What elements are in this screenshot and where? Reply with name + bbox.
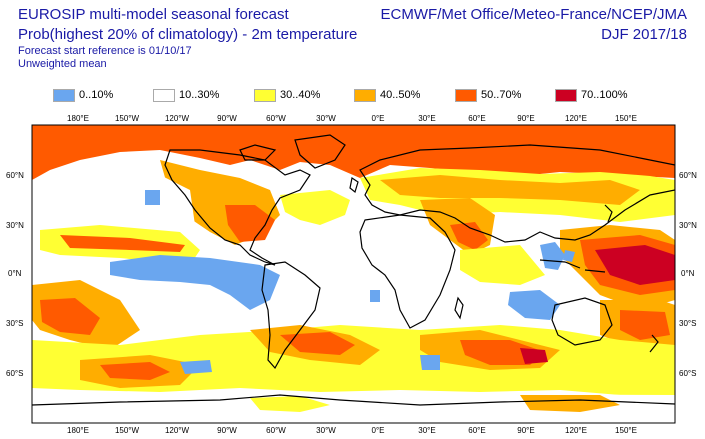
coastlines <box>32 134 675 406</box>
lat-label: 60°S <box>6 369 23 378</box>
lat-label: 0°N <box>681 269 695 278</box>
legend-label: 30..40% <box>280 89 321 101</box>
lon-label: 30°W <box>316 114 336 123</box>
lat-labels-right: 60°N 30°N 0°N 30°S 60°S <box>679 171 697 378</box>
lat-label: 0°N <box>8 269 22 278</box>
lat-label: 60°S <box>679 369 696 378</box>
legend-swatch <box>455 89 477 102</box>
map-title: EUROSIP multi-model seasonal forecast <box>18 6 289 23</box>
lon-label: 60°E <box>468 426 485 435</box>
map-subtitle: Prob(highest 20% of climatology) - 2m te… <box>18 26 358 43</box>
lon-label: 90°W <box>217 426 237 435</box>
lat-label: 60°N <box>6 171 24 180</box>
legend-swatch <box>354 89 376 102</box>
lon-label: 150°E <box>615 426 637 435</box>
lon-labels-bottom: 180°E 150°W 120°W 90°W 60°W 30°W 0°E 30°… <box>67 426 637 435</box>
lat-label: 30°S <box>679 319 696 328</box>
weighting-note: Unweighted mean <box>18 58 107 70</box>
lon-labels-top: 180°E 150°W 120°W 90°W 60°W 30°W 0°E 30°… <box>67 114 637 123</box>
lat-label: 30°S <box>6 319 23 328</box>
lon-label: 150°E <box>615 114 637 123</box>
legend-label: 40..50% <box>380 89 421 101</box>
map-frame <box>31 124 676 424</box>
lon-label: 30°W <box>316 426 336 435</box>
probability-field <box>32 125 675 423</box>
lon-label: 180°E <box>67 426 89 435</box>
lon-label: 180°E <box>67 114 89 123</box>
lon-label: 120°E <box>565 114 587 123</box>
lat-labels-left: 60°N 30°N 0°N 30°S 60°S <box>6 171 24 378</box>
lon-label: 90°E <box>517 114 534 123</box>
lat-label: 30°N <box>6 221 24 230</box>
lat-label: 30°N <box>679 221 697 230</box>
lon-label: 0°E <box>372 114 385 123</box>
forecast-reference: Forecast start reference is 01/10/17 <box>18 45 192 57</box>
legend-label: 0..10% <box>79 89 114 101</box>
season-label: DJF 2017/18 <box>601 26 687 43</box>
lon-label: 30°E <box>418 114 435 123</box>
legend-label: 70..100% <box>581 89 628 101</box>
legend-swatch <box>254 89 276 102</box>
lon-label: 120°W <box>165 426 190 435</box>
legend: 0..10% 10..30% 30..40% 40..50% 50..70% 7… <box>0 89 705 103</box>
lat-label: 60°N <box>679 171 697 180</box>
lon-label: 60°W <box>266 114 286 123</box>
lon-label: 60°E <box>468 114 485 123</box>
legend-label: 10..30% <box>179 89 220 101</box>
lon-label: 150°W <box>115 114 140 123</box>
legend-swatch <box>153 89 175 102</box>
lon-label: 30°E <box>418 426 435 435</box>
lon-label: 120°E <box>565 426 587 435</box>
lon-label: 150°W <box>115 426 140 435</box>
legend-label: 50..70% <box>481 89 522 101</box>
centres-label: ECMWF/Met Office/Meteo-France/NCEP/JMA <box>380 6 687 23</box>
lon-label: 0°E <box>372 426 385 435</box>
lon-label: 90°E <box>517 426 534 435</box>
lon-label: 60°W <box>266 426 286 435</box>
lon-label: 90°W <box>217 114 237 123</box>
lon-label: 120°W <box>165 114 190 123</box>
legend-swatch <box>53 89 75 102</box>
legend-swatch <box>555 89 577 102</box>
